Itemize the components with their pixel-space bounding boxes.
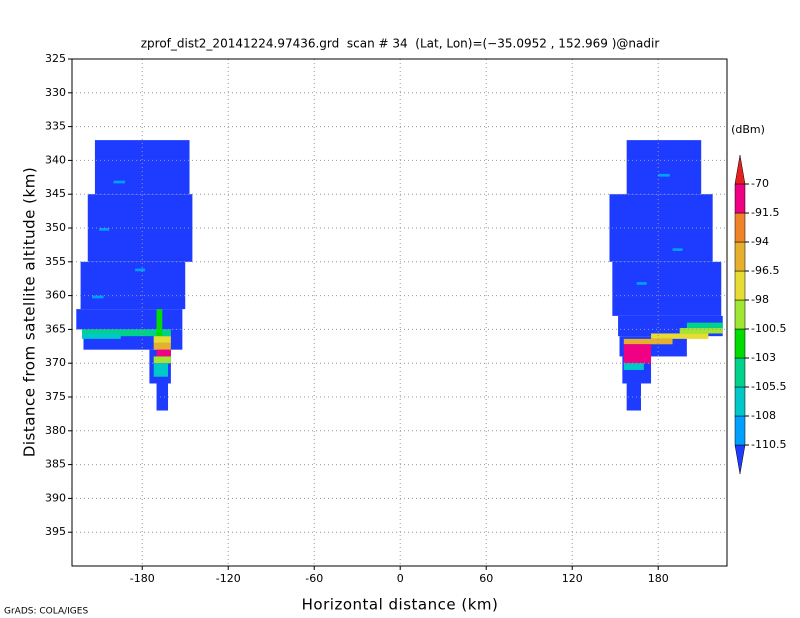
y-tick-label: 395 (45, 525, 66, 538)
shaded-cell (672, 248, 683, 251)
shaded-cell (82, 329, 171, 337)
x-tick-label: 0 (397, 572, 404, 585)
shaded-cell (156, 309, 163, 337)
x-tick-label: 60 (479, 572, 493, 585)
colorbar-box (734, 386, 746, 417)
x-tick-label: -120 (216, 572, 241, 585)
y-tick-label: 340 (45, 153, 66, 166)
colorbar-label: -105.5 (751, 380, 786, 393)
colorbar-box (734, 241, 746, 272)
shaded-cell (113, 180, 126, 184)
shaded-cell (609, 194, 713, 262)
colorbar-label: -110.5 (751, 438, 786, 451)
shaded-cell (99, 228, 110, 231)
shaded-cell (623, 344, 652, 364)
shaded-cell (76, 309, 183, 330)
colorbar-label: -70 (751, 177, 769, 190)
colorbar-box (734, 270, 746, 301)
colorbar-box (734, 183, 746, 214)
shaded-cell (92, 295, 104, 299)
colorbar-label: -103 (751, 351, 776, 364)
y-tick-label: 360 (45, 289, 66, 302)
colorbar-box (734, 299, 746, 330)
y-tick-label: 370 (45, 356, 66, 369)
shaded-cell (82, 333, 121, 339)
shaded-cell (626, 140, 702, 195)
shaded-cell (153, 363, 169, 377)
y-tick-label: 330 (45, 86, 66, 99)
colorbar-label: -94 (751, 235, 769, 248)
y-tick-label: 335 (45, 120, 66, 133)
shaded-cell (623, 338, 673, 345)
shaded-cell (153, 336, 171, 343)
colorbar-triangle (734, 154, 746, 185)
shaded-cell (153, 356, 171, 364)
y-tick-label: 325 (45, 52, 66, 65)
colorbar-label: -100.5 (751, 322, 786, 335)
shaded-cell (658, 173, 670, 177)
y-tick-label: 350 (45, 221, 66, 234)
shaded-cell (80, 261, 186, 310)
shaded-cell (651, 333, 709, 339)
footer: GrADS: COLA/IGES (4, 607, 88, 617)
colorbar-label: -96.5 (751, 264, 779, 277)
y-tick-label: 345 (45, 187, 66, 200)
colorbar-box (734, 357, 746, 388)
colorbar-label: -91.5 (751, 206, 779, 219)
shaded-cell (135, 268, 146, 272)
shaded-cell (679, 328, 723, 334)
x-tick-label: 180 (648, 572, 669, 585)
colorbar-box (734, 212, 746, 243)
shaded-cell (623, 363, 644, 370)
colorbar-label: -98 (751, 293, 769, 306)
y-tick-label: 375 (45, 390, 66, 403)
shaded-cell (636, 282, 647, 285)
colorbar-label: -108 (751, 409, 776, 422)
y-tick-label: 365 (45, 322, 66, 335)
y-tick-label: 380 (45, 424, 66, 437)
x-tick-label: -60 (305, 572, 323, 585)
x-tick-label: -180 (130, 572, 155, 585)
shaded-cell (156, 349, 171, 357)
chart-title: zprof_dist2_20141224.97436.grd scan # 34… (141, 37, 660, 51)
shaded-cell (153, 342, 171, 350)
y-tick-label: 390 (45, 491, 66, 504)
colorbar-unit: (dBm) (731, 123, 765, 136)
colorbar-box (734, 328, 746, 359)
colorbar-box (734, 415, 746, 446)
shaded-cell (612, 261, 722, 316)
plot-frame (71, 58, 728, 567)
colorbar-triangle (734, 444, 746, 475)
x-axis-label: Horizontal distance (km) (302, 596, 499, 614)
shaded-cell (686, 322, 723, 329)
shaded-cell (156, 383, 169, 411)
y-tick-label: 355 (45, 255, 66, 268)
x-tick-label: 120 (562, 572, 583, 585)
y-tick-label: 385 (45, 458, 66, 471)
shaded-cell (626, 383, 642, 411)
y-axis-label: Distance from satellite altitude (km) (21, 167, 39, 457)
